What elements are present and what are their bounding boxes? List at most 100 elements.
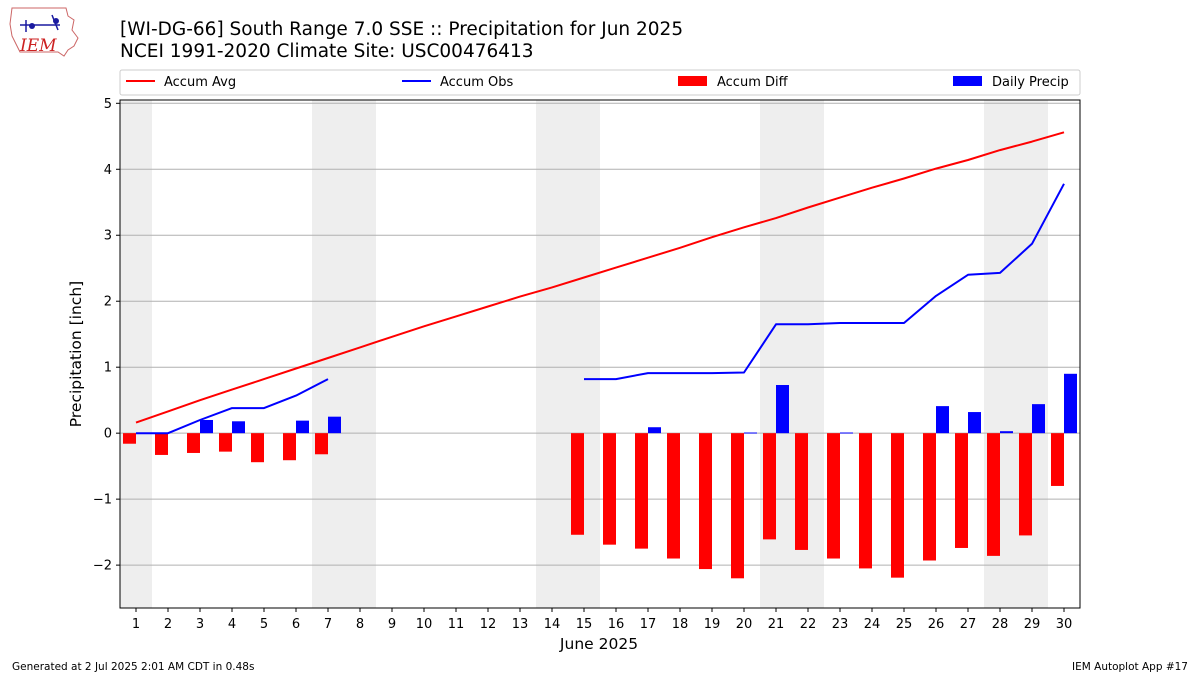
bar-accum-diff [187,433,200,453]
bar-accum-diff [155,433,168,455]
legend-swatch-accum-diff [678,76,707,86]
bar-daily-precip [968,412,981,434]
footer-generated: Generated at 2 Jul 2025 2:01 AM CDT in 0… [12,661,254,673]
bar-accum-diff [987,433,1000,556]
y-tick-label: 4 [104,163,112,178]
x-tick-label: 16 [608,617,625,632]
x-tick-label: 30 [1056,617,1073,632]
bar-daily-precip [648,427,661,434]
lines [135,131,1065,435]
x-tick-label: 11 [448,617,465,632]
bars [123,373,1077,579]
y-tick-label: −2 [93,559,112,574]
bar-accum-diff [283,433,296,461]
bar-accum-diff [699,433,712,570]
bar-accum-diff [923,433,936,561]
weekend-band [536,100,600,608]
bar-accum-diff [667,433,680,559]
x-tick-label: 27 [960,617,977,632]
bar-daily-precip [744,432,757,434]
bar-accum-diff [315,433,328,455]
x-tick-label: 25 [896,617,913,632]
bar-accum-diff [603,433,616,545]
bar-daily-precip [296,420,309,434]
bar-daily-precip [776,385,789,434]
line-accum-avg [135,131,1065,424]
legend-label-accum-avg: Accum Avg [164,75,236,90]
x-tick-label: 19 [704,617,721,632]
weekend-shading [120,100,1048,608]
x-tick-label: 6 [292,617,300,632]
bar-accum-diff [955,433,968,548]
bar-accum-diff [1051,433,1064,486]
x-tick-label: 24 [864,617,881,632]
x-tick-label: 23 [832,617,849,632]
footer-app: IEM Autoplot App #17 [1072,661,1188,673]
x-tick-label: 2 [164,617,172,632]
y-tick-label: −1 [93,493,112,508]
x-tick-label: 1 [132,617,140,632]
logo-text: IEM [19,36,57,56]
x-tick-label: 18 [672,617,689,632]
bar-accum-diff [891,433,904,578]
x-axis-ticks: 1 2 3 4 5 6 7 8 9 10 11 12 13 14 15 16 17 18 19 20 21 22 23 24 2… [132,608,1072,632]
plot-frame [119,99,1081,609]
chart-title: [WI-DG-66] South Range 7.0 SSE :: Precip… [120,19,683,40]
iem-logo: IEM [9,7,79,57]
x-tick-label: 3 [196,617,204,632]
x-tick-label: 28 [992,617,1009,632]
legend-label-accum-diff: Accum Diff [717,75,789,90]
bar-accum-diff [219,433,232,452]
bar-daily-precip [1000,431,1013,434]
x-tick-label: 14 [544,617,561,632]
gridlines [120,102,1080,566]
x-tick-label: 29 [1024,617,1041,632]
y-tick-label: 1 [104,361,112,376]
y-tick-label: 2 [104,295,112,310]
bar-accum-diff [763,433,776,540]
x-tick-label: 21 [768,617,785,632]
bar-accum-diff [859,433,872,569]
bar-accum-diff [635,433,648,549]
x-tick-label: 26 [928,617,945,632]
x-tick-label: 13 [512,617,529,632]
line-accum-obs [136,183,1065,435]
bar-daily-precip [328,416,341,434]
x-tick-label: 17 [640,617,657,632]
bar-daily-precip [1064,373,1077,434]
x-tick-label: 4 [228,617,236,632]
bar-accum-diff [827,433,840,559]
legend-label-daily-precip: Daily Precip [992,75,1069,90]
legend-swatch-daily-precip [953,76,982,86]
y-axis-label: Precipitation [inch] [67,281,85,427]
weekend-band [312,100,376,608]
y-axis-ticks: −2 −1 0 1 2 3 4 5 [93,97,120,574]
bar-accum-diff [251,433,264,463]
x-tick-label: 22 [800,617,817,632]
bar-accum-diff [571,433,584,535]
x-tick-label: 12 [480,617,497,632]
y-tick-label: 0 [104,427,112,442]
bar-accum-diff [795,433,808,550]
x-tick-label: 10 [416,617,433,632]
bar-daily-precip [232,421,245,434]
y-tick-label: 3 [104,229,112,244]
bar-accum-diff [1019,433,1032,536]
legend-box [119,69,1081,96]
bar-accum-diff [123,433,136,444]
bar-daily-precip [936,406,949,434]
x-tick-label: 20 [736,617,753,632]
x-tick-label: 8 [356,617,364,632]
x-tick-label: 9 [388,617,396,632]
legend: Accum Avg Accum Obs Accum Diff Daily Pre… [119,69,1081,96]
x-axis-label: June 2025 [559,635,638,653]
bar-daily-precip [200,419,213,434]
chart-subtitle: NCEI 1991-2020 Climate Site: USC00476413 [120,41,534,62]
bar-accum-diff [731,433,744,579]
legend-label-accum-obs: Accum Obs [440,75,513,90]
bar-daily-precip [840,432,853,434]
y-tick-label: 5 [104,97,112,112]
bar-daily-precip [1032,404,1045,434]
x-tick-label: 7 [324,617,332,632]
